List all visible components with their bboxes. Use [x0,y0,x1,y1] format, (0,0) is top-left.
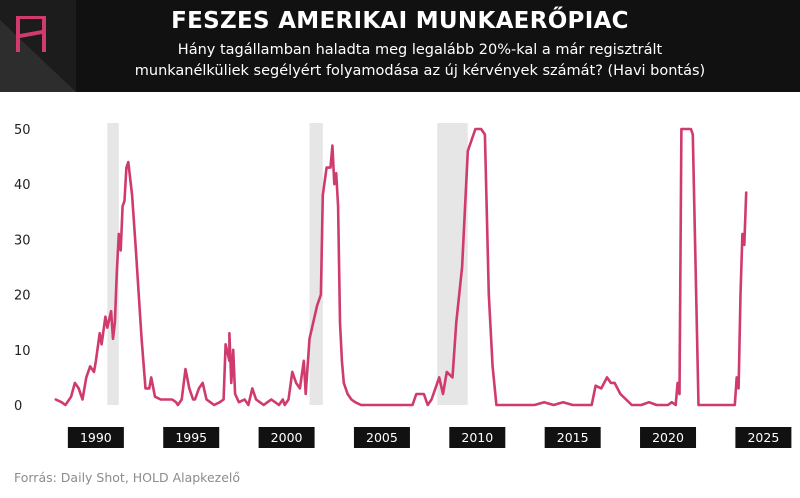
x-tick-box [353,427,410,448]
recession-band [309,123,323,405]
x-tick-label: 2005 [366,430,398,445]
series-line [54,127,748,407]
recession-band [107,123,119,405]
x-tick-label: 2025 [747,430,779,445]
x-tick-label: 2015 [557,430,589,445]
x-tick-box [258,427,315,448]
y-tick-label: 50 [14,123,31,138]
subtitle-line-2: munkanélküliek segélyért folyamodása az … [134,63,706,79]
x-tick-box [735,427,792,448]
x-tick-label: 1995 [175,430,207,445]
subtitle-line-1: Hány tagállamban haladta meg legalább 20… [177,42,663,58]
x-tick-label: 2010 [461,430,493,445]
x-tick-box [640,427,697,448]
y-tick-label: 0 [14,399,22,414]
x-tick-box [449,427,506,448]
chart-title: FESZES AMERIKAI MUNKAERŐPIAC [171,8,629,34]
source-note: Forrás: Daily Shot, HOLD Alapkezelő [14,470,241,485]
x-tick-label: 2020 [652,430,684,445]
x-tick-label: 1990 [80,430,112,445]
line-chart: 0 10 20 30 40 50 1990 1995 2000 2005 2010 2015 2020 2… [14,123,792,448]
y-tick-label: 40 [14,178,31,193]
x-tick-box [67,427,124,448]
y-tick-label: 10 [14,344,31,359]
hold-logo-icon [0,0,76,92]
x-tick-box [163,427,220,448]
x-tick-label: 2000 [271,430,303,445]
chart-header: FESZES AMERIKAI MUNKAERŐPIAC Hány tagáll… [0,0,800,92]
y-tick-label: 30 [14,233,31,248]
chart-subtitle: Hány tagállamban haladta meg legalább 20… [120,40,720,82]
y-tick-label: 20 [14,289,31,304]
x-tick-box [544,427,601,448]
